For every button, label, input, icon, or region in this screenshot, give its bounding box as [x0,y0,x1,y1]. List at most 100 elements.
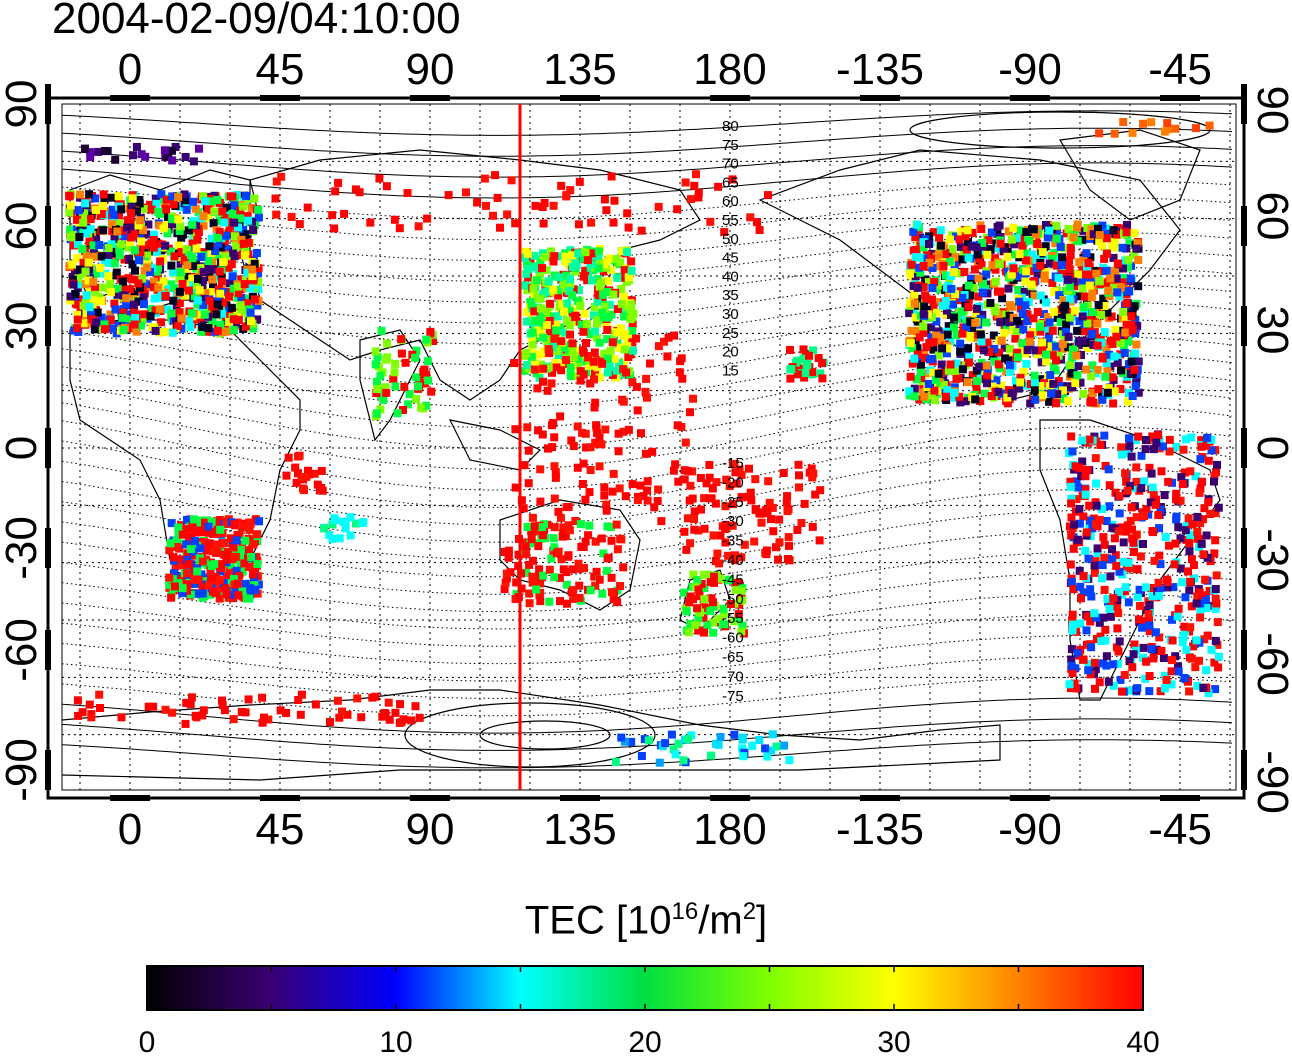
tec-data-point [86,195,95,204]
tec-data-point [564,551,573,560]
left-lat-label: 0 [0,436,46,460]
colorbar-title: TEC [1016/m2] [0,898,1292,943]
tec-data-point [254,580,263,589]
tec-data-point [1102,344,1111,353]
tec-data-point [925,278,933,287]
tec-data-point [1038,391,1047,400]
tec-data-point [185,550,193,559]
tec-data-point [227,303,236,312]
tec-data-point [1042,350,1051,359]
tec-data-point [1021,256,1030,265]
tec-data-point [1079,303,1088,312]
tec-data-point [785,756,794,765]
tec-data-point [597,534,606,543]
tec-data-point [641,387,650,396]
tec-data-point [250,577,259,586]
tec-data-point [168,192,177,201]
tec-data-point [108,205,117,214]
tec-data-point [595,373,604,382]
tec-data-point [732,479,741,488]
tec-data-point [1108,373,1117,382]
tec-data-point [562,356,570,364]
tec-data-point [753,218,761,227]
tec-data-point [1009,223,1018,232]
tec-data-point [134,297,143,306]
tec-data-point [602,320,611,329]
tec-data-point [709,628,718,637]
tec-data-point [528,262,537,271]
tec-data-point [1109,660,1118,669]
tec-data-point [1046,371,1055,380]
tec-data-point [637,752,646,760]
tec-data-point [587,218,596,227]
tec-data-point [1213,618,1222,627]
tec-data-point [1018,339,1027,348]
tec-data-point [1093,544,1102,553]
tec-data-point [808,522,817,531]
tec-data-point [550,462,559,471]
tec-data-point [1067,531,1076,540]
tec-data-point [1130,365,1139,374]
tec-data-point [574,362,582,371]
tec-data-point [1075,566,1084,575]
tec-data-point [593,363,602,372]
tec-data-point [562,192,571,201]
tec-data-point [590,403,599,412]
tec-data-point [517,496,526,505]
left-tick-bar [45,428,51,468]
tec-data-point [533,326,542,335]
tec-data-point [581,248,590,257]
tec-data-point [674,739,683,748]
tec-data-point [343,710,352,719]
tec-data-point [512,578,521,587]
tec-data-point [218,696,226,705]
tec-data-point [618,247,627,256]
top-tick-bar [110,95,150,101]
tec-data-point [139,226,147,235]
tec-data-point [595,575,604,584]
tec-data-point [1108,545,1116,554]
tec-data-point [216,289,225,298]
tec-data-point [1093,341,1102,350]
tec-data-point [694,526,703,535]
tec-data-point [1052,228,1061,237]
tec-data-point [1049,379,1058,388]
tec-data-point [956,242,965,251]
tec-data-point [990,357,999,366]
tec-data-point [948,245,957,254]
tec-data-point [106,316,115,325]
tec-data-point [619,397,628,406]
tec-data-point [373,385,382,393]
tec-data-point [188,254,197,263]
tec-data-point [939,266,948,275]
tec-data-point [1132,340,1141,349]
tec-data-point [1127,503,1136,512]
tec-data-point [212,517,221,526]
tec-data-point [575,581,584,590]
tec-data-point [562,568,571,577]
tec-data-point [609,469,618,478]
tec-data-point [1033,308,1042,316]
tec-data-point [1163,125,1172,134]
tec-data-point [1033,240,1042,248]
tec-data-point [335,713,344,722]
tec-data-point [287,212,296,221]
tec-data-point [241,708,250,717]
tec-data-point [1168,636,1177,645]
tec-data-point [296,710,305,719]
tec-data-point [969,284,978,292]
tec-data-point [1145,672,1154,680]
tec-data-point [193,235,202,244]
tec-data-point [684,735,693,744]
tec-data-point [521,542,530,551]
tec-data-point [244,695,253,704]
tec-data-point [1128,534,1137,543]
tec-data-point [746,213,755,222]
tec-data-point [907,260,916,269]
tec-data-point [1028,251,1037,259]
tec-data-point [222,551,231,560]
tec-data-point [71,268,79,277]
tec-data-point [1065,295,1074,304]
tec-data-point [1084,554,1093,563]
tec-data-point [640,735,649,744]
